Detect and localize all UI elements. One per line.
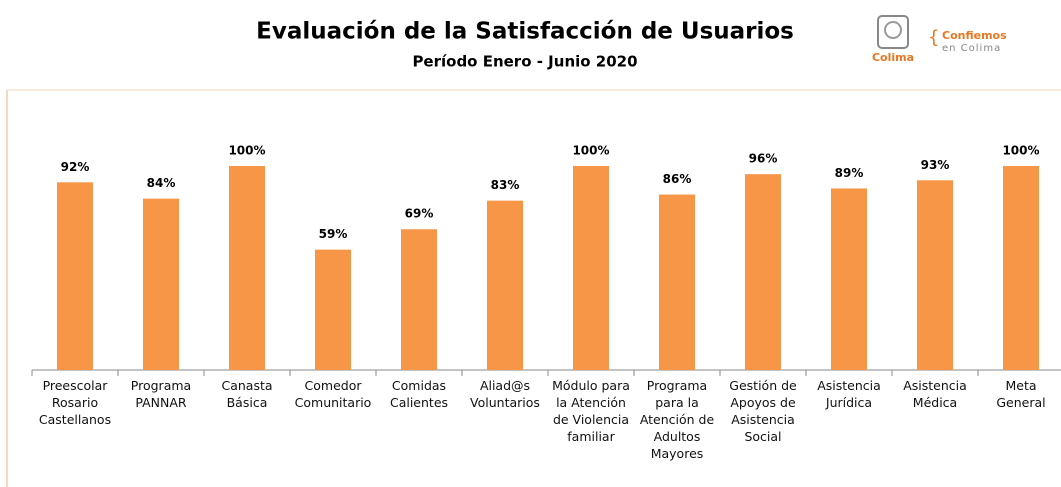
value-label: 93% bbox=[921, 158, 950, 172]
value-label: 59% bbox=[319, 227, 348, 241]
value-label: 83% bbox=[491, 178, 520, 192]
value-label: 96% bbox=[749, 152, 778, 166]
bar bbox=[315, 249, 351, 370]
logo: Colima { Confiemos en Colima bbox=[872, 15, 1007, 64]
logo-brace: { bbox=[928, 27, 939, 48]
value-label: 89% bbox=[835, 166, 864, 180]
x-tick-label: Preescolar Rosario Castellanos bbox=[38, 378, 112, 427]
bar bbox=[831, 188, 867, 370]
bar bbox=[1003, 166, 1039, 370]
bar bbox=[487, 200, 523, 370]
value-label: 92% bbox=[61, 160, 90, 174]
value-label: 84% bbox=[147, 176, 176, 190]
x-tick-label: Asistencia Jurídica bbox=[817, 378, 881, 410]
bar bbox=[143, 198, 179, 370]
value-label: 69% bbox=[405, 207, 434, 221]
logo-slogan-bottom: en Colima bbox=[942, 43, 1001, 54]
x-tick-label: Programa para la Atención de Adultos May… bbox=[639, 378, 715, 461]
bar bbox=[229, 166, 265, 370]
logo-emblem bbox=[877, 15, 909, 49]
value-label: 100% bbox=[228, 144, 265, 158]
value-label: 86% bbox=[663, 172, 692, 186]
bar bbox=[573, 166, 609, 370]
x-tick-label: Meta General bbox=[996, 378, 1046, 410]
x-tick-label: Comedor Comunitario bbox=[294, 378, 372, 410]
logo-city: Colima bbox=[872, 51, 914, 64]
x-tick-label: Comidas Calientes bbox=[389, 378, 449, 410]
x-tick-label: Programa PANNAR bbox=[130, 378, 192, 410]
x-tick-label: Asistencia Médica bbox=[903, 378, 967, 410]
x-tick-label: Canasta Básica bbox=[221, 378, 273, 410]
value-label: 100% bbox=[1002, 144, 1039, 158]
logo-emblem-detail bbox=[884, 21, 902, 39]
value-label: 100% bbox=[572, 144, 609, 158]
logo-slogan-top: Confiemos bbox=[942, 29, 1007, 42]
chart-subtitle: Período Enero - Junio 2020 bbox=[412, 53, 637, 71]
x-tick-label: Módulo para la Atención de Violencia fam… bbox=[552, 378, 630, 444]
bar bbox=[659, 194, 695, 370]
x-tick-label: Aliad@s Voluntarios bbox=[470, 378, 540, 410]
bar bbox=[917, 180, 953, 370]
bar bbox=[745, 174, 781, 370]
chart-title: Evaluación de la Satisfacción de Usuario… bbox=[256, 19, 794, 45]
bar bbox=[57, 182, 93, 370]
bar bbox=[401, 229, 437, 370]
x-tick-label: Gestión de Apoyos de Asistencia Social bbox=[729, 378, 797, 444]
